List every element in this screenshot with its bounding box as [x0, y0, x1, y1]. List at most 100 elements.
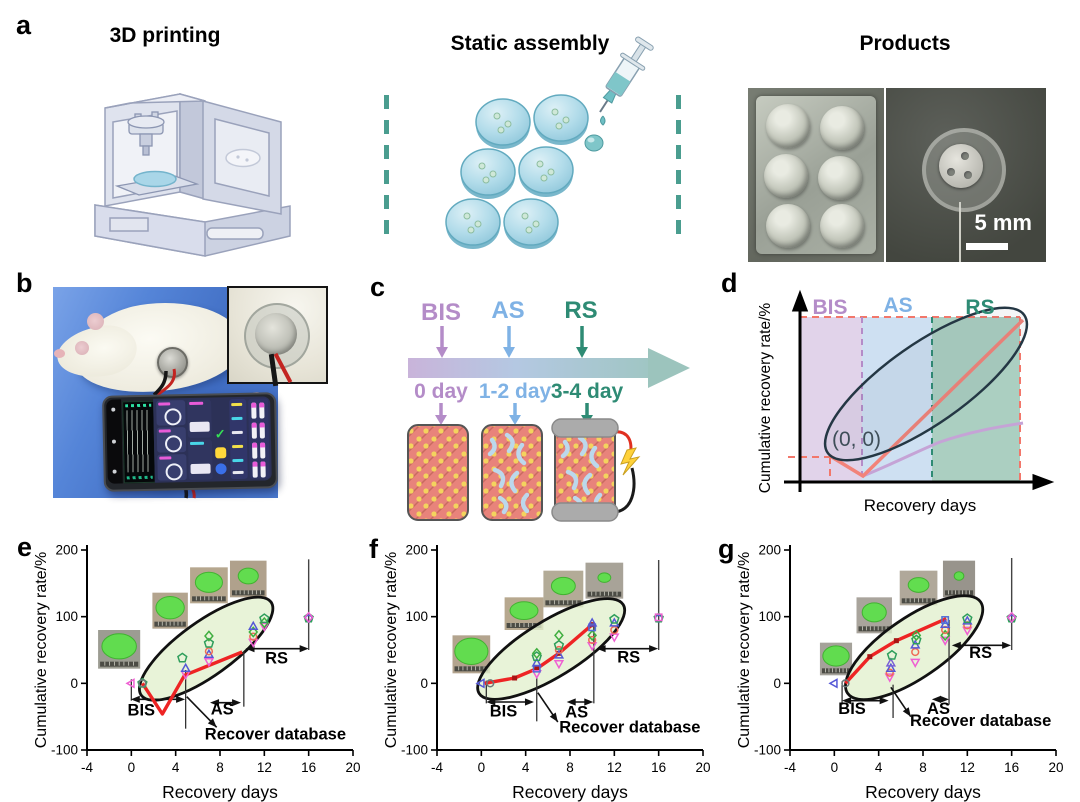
svg-text:100: 100: [758, 609, 781, 624]
svg-text:-100: -100: [754, 743, 781, 758]
annotations: [130, 645, 309, 729]
highlight-ellipse: [823, 306, 1029, 462]
svg-text:8: 8: [566, 760, 574, 775]
phone-signal-graph: [122, 400, 156, 484]
device-disc: [939, 144, 983, 188]
chart-g: -4 0 4 8 12 16 20 200 100 0 -100 BIS AS RS Recover dat…: [736, 543, 1064, 802]
chart-root: -4 0 4 8 12 16 20 200 100 0 -100 BIS AS RS Recover dat…: [383, 543, 711, 802]
syringe-icon: [599, 36, 654, 113]
stage-label: BIS: [490, 703, 518, 721]
panel-a-label: a: [16, 10, 32, 40]
svg-text:20: 20: [1048, 760, 1063, 775]
panel-a-title-3d-printing: 3D printing: [109, 24, 221, 47]
dashed-separator-left: [384, 95, 389, 240]
svg-text:12: 12: [607, 760, 622, 775]
electrode-cap-bottom: [551, 502, 619, 522]
recover-database-label: Recover database: [205, 725, 346, 743]
inset-photos: [98, 560, 267, 669]
assembly-illustration: [445, 36, 654, 249]
annotations: [841, 620, 1012, 718]
day-0-label: 0 day: [414, 380, 468, 403]
d-as-label: AS: [883, 294, 912, 317]
svg-text:8: 8: [919, 760, 927, 775]
smartphone: ✓: [102, 392, 278, 492]
phone-app-screen: ✓: [153, 396, 272, 483]
device-closeup-inset: [227, 286, 328, 387]
panel-g-label: g: [718, 534, 735, 564]
svg-text:4: 4: [172, 760, 180, 775]
panel-c-label: c: [370, 272, 386, 302]
panel-a-title-products: Products: [859, 32, 951, 55]
line-marker: [512, 675, 518, 681]
recover-database-label: Recover database: [559, 719, 700, 737]
stage-label: RS: [265, 649, 288, 667]
stage-bis-label: BIS: [421, 299, 461, 326]
stage-arrows: [436, 326, 588, 358]
recovery-line: [844, 617, 947, 685]
svg-text:20: 20: [695, 760, 710, 775]
svg-text:200: 200: [405, 543, 428, 558]
svg-text:4: 4: [875, 760, 883, 775]
svg-text:20: 20: [345, 760, 360, 775]
chart-root: -4 0 4 8 12 16 20 200 100 0 -100 BIS AS RS Recover dat…: [33, 543, 361, 802]
y-axis-label: Cumulative recovery rate/%: [736, 552, 753, 749]
d-bis-label: BIS: [812, 296, 847, 319]
stage-label: RS: [617, 649, 640, 667]
recovery-line: [140, 650, 243, 716]
svg-text:-100: -100: [401, 743, 428, 758]
svg-text:-100: -100: [51, 743, 78, 758]
stage-rs-label: RS: [564, 297, 597, 324]
timeline-arrowhead: [648, 348, 690, 388]
timeline-bar: [408, 358, 648, 378]
line-marker: [534, 666, 540, 672]
stage-as-label: AS: [491, 297, 524, 324]
axes: -4 0 4 8 12 16 20 200 100 0 -100: [754, 543, 1064, 776]
gel-droplet: [584, 134, 604, 152]
chart-f: -4 0 4 8 12 16 20 200 100 0 -100 BIS AS RS Recover dat…: [383, 543, 711, 802]
schematic-chart: BIS AS RS (0, 0) Recovery days Cumulativ…: [757, 289, 1055, 515]
scale-bar-label: 5 mm: [974, 210, 1032, 235]
svg-text:200: 200: [758, 543, 781, 558]
origin-label: (0, 0): [832, 428, 881, 451]
inset-photos: [819, 560, 976, 676]
neurite-squiggles: [487, 432, 530, 515]
svg-text:0: 0: [70, 676, 78, 691]
d-ylabel: Cumulative recovery rate/%: [757, 303, 774, 494]
panel-e-label: e: [17, 532, 33, 562]
hydrogel-discs: [445, 94, 589, 249]
screen-disc: [225, 148, 261, 168]
electrode-cap-top: [551, 418, 619, 438]
x-axis-label: Recovery days: [512, 782, 628, 802]
axes: -4 0 4 8 12 16 20 200 100 0 -100: [51, 543, 361, 776]
d-rs-label: RS: [965, 296, 994, 319]
rat-ear: [75, 341, 89, 355]
rat-experiment-photo: ✓: [53, 286, 328, 499]
stage-label: RS: [969, 644, 992, 662]
svg-text:12: 12: [960, 760, 975, 775]
line-marker: [867, 654, 873, 660]
svg-text:0: 0: [128, 760, 136, 775]
annotations: [485, 624, 659, 723]
stage-label: BIS: [128, 701, 156, 719]
rat-ear: [87, 313, 104, 330]
rat-nose: [54, 349, 65, 358]
scatter-points: [125, 611, 314, 689]
blue-button-icon: [215, 463, 227, 475]
stimulated-curve: [829, 318, 1025, 479]
scatter-points: [475, 612, 664, 689]
line-marker: [893, 638, 899, 644]
check-icon: ✓: [214, 426, 226, 442]
printed-disc: [133, 170, 177, 188]
x-axis-label: Recovery days: [865, 782, 981, 802]
region-rs: [932, 317, 1020, 482]
day-3-4-label: 3-4 day: [551, 380, 624, 403]
d-xlabel: Recovery days: [864, 496, 976, 515]
panel-b-label: b: [16, 268, 33, 298]
svg-text:100: 100: [405, 609, 428, 624]
syringe-drop: [600, 115, 606, 126]
scale-bar: [966, 243, 1008, 250]
device-ring: [922, 128, 1006, 212]
inset-device-disc: [255, 313, 297, 355]
dashed-separator-right: [676, 95, 681, 240]
axes: -4 0 4 8 12 16 20 200 100 0 -100: [401, 543, 711, 776]
